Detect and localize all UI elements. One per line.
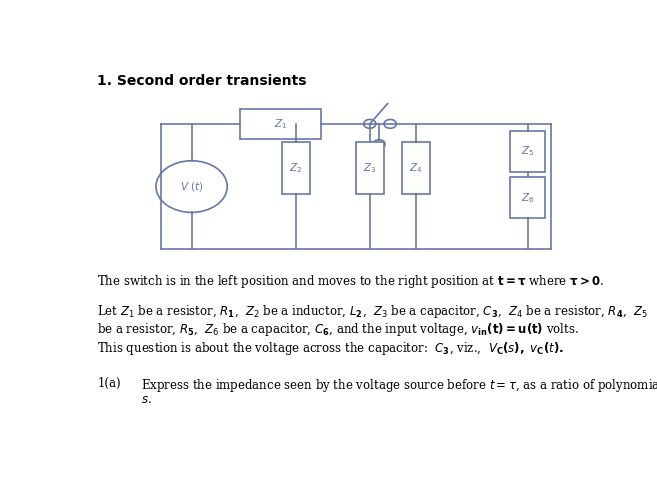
Text: $Z_6$: $Z_6$ — [521, 191, 534, 205]
Text: $V\ (t)$: $V\ (t)$ — [180, 180, 204, 193]
Text: $Z_2$: $Z_2$ — [289, 161, 303, 175]
Bar — [401, 142, 430, 194]
Text: Express the impedance seen by the voltage source before $\mathbf{\mathit{t{=}\ta: Express the impedance seen by the voltag… — [141, 376, 657, 394]
Text: $Z_4$: $Z_4$ — [409, 161, 422, 175]
Bar — [510, 177, 545, 218]
Text: 1. Second order transients: 1. Second order transients — [97, 74, 307, 88]
Bar — [240, 109, 321, 138]
Bar — [356, 142, 384, 194]
Text: be a resistor, $\mathbf{\mathit{R}_5}$,  $Z_6$ be a capacitor, $\mathbf{\mathit{: be a resistor, $\mathbf{\mathit{R}_5}$, … — [97, 321, 579, 338]
Text: $Z_5$: $Z_5$ — [521, 145, 534, 159]
Bar — [282, 142, 310, 194]
Text: The switch is in the left position and moves to the right position at $\mathit{\: The switch is in the left position and m… — [97, 273, 604, 290]
Text: 1(a): 1(a) — [97, 376, 121, 389]
Text: This question is about the voltage across the capacitor:  $\mathbf{\mathit{C}_3}: This question is about the voltage acros… — [97, 340, 564, 357]
Text: $Z_3$: $Z_3$ — [363, 161, 376, 175]
Text: $s$.: $s$. — [141, 393, 151, 406]
Text: Let $Z_1$ be a resistor, $\mathbf{\mathit{R}_1}$,  $Z_2$ be a inductor, $\mathbf: Let $Z_1$ be a resistor, $\mathbf{\mathi… — [97, 303, 648, 320]
Bar — [510, 131, 545, 172]
Text: $Z_1$: $Z_1$ — [274, 117, 287, 131]
